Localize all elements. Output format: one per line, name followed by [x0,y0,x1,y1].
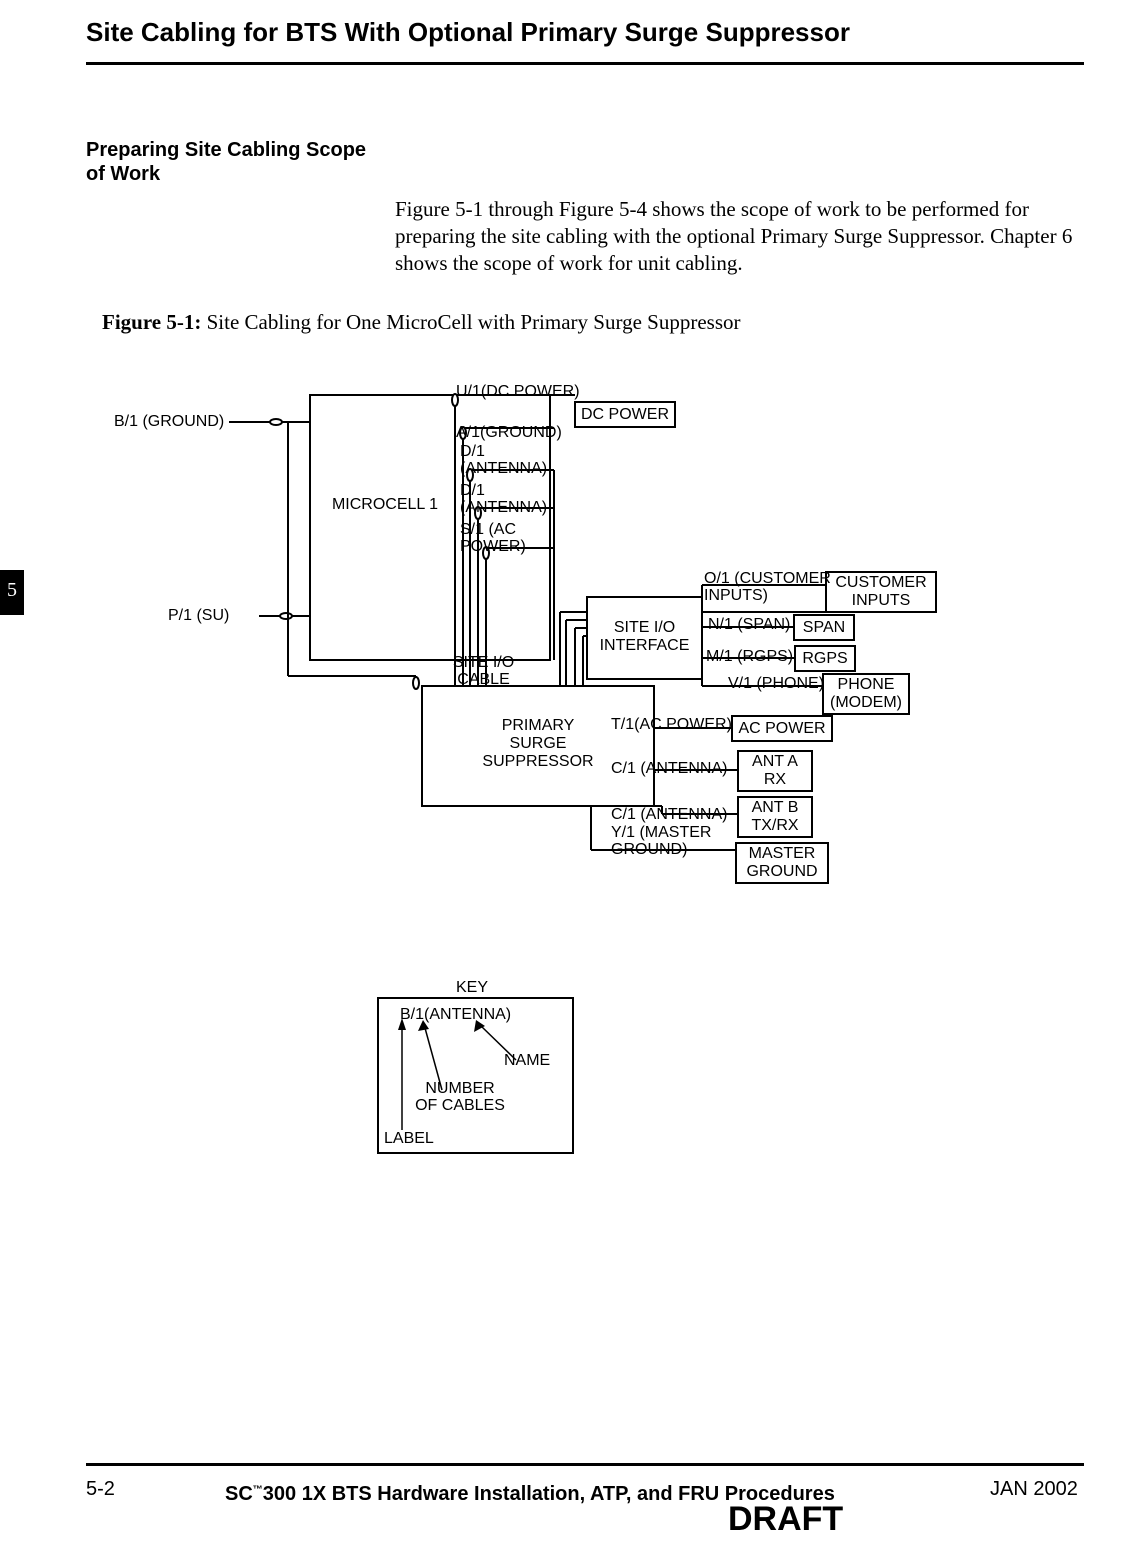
figure-caption-text: Site Cabling for One MicroCell with Prim… [201,310,740,334]
ant-b-txrx-box [738,797,812,837]
ant-a-rx-box [738,751,812,791]
footer-rule [86,1463,1084,1466]
customer-inputs-box [826,572,936,612]
ac-power-box [732,716,832,741]
siteio-interface-box [587,597,702,679]
draft-stamp: DRAFT [728,1500,843,1539]
rgps-box [795,646,855,671]
microcell-box [310,395,550,660]
diagram-svg [86,390,1084,1330]
span-box [794,615,854,640]
master-ground-box [736,843,828,883]
footer-tm: ™ [253,1484,263,1495]
chapter-thumb-tab: 5 [0,570,24,615]
figure-caption: Figure 5-1: Site Cabling for One MicroCe… [102,310,740,335]
footer-center-pre: SC [225,1483,253,1505]
section-heading-line1: Preparing Site Cabling Scope [86,139,366,162]
footer-date: JAN 2002 [990,1478,1078,1501]
page: Site Cabling for BTS With Optional Prima… [0,0,1141,1553]
phone-modem-box [823,674,909,714]
section-body: Figure 5-1 through Figure 5-4 shows the … [395,196,1095,277]
page-title: Site Cabling for BTS With Optional Prima… [86,17,850,48]
dc-power-box [575,402,675,427]
figure-5-1-diagram: B/1 (GROUND) P/1 (SU) MICROCELL 1 U/1(DC… [86,390,1084,1330]
footer-page-number: 5-2 [86,1478,115,1501]
figure-caption-number: Figure 5-1: [102,310,201,334]
header-rule [86,62,1084,65]
pss-box [422,686,654,806]
section-heading-line2: of Work [86,163,160,186]
key-box [378,998,573,1153]
